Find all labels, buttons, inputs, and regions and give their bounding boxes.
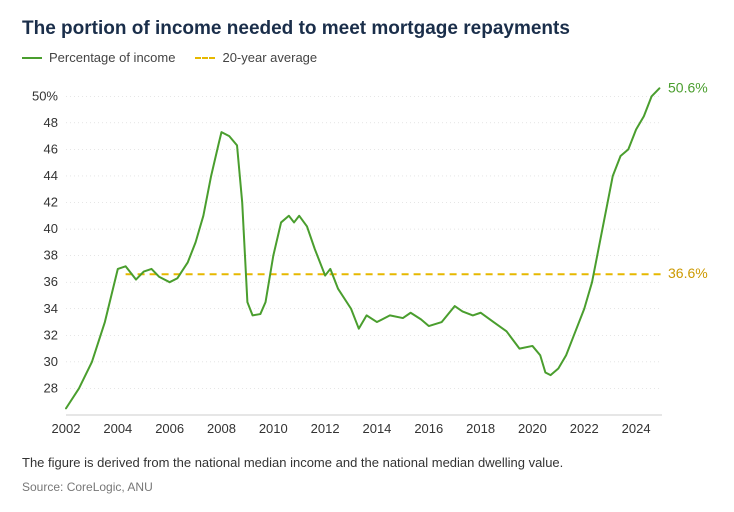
svg-text:2012: 2012: [311, 421, 340, 436]
svg-text:36: 36: [44, 274, 58, 289]
svg-text:50%: 50%: [32, 88, 58, 103]
svg-text:38: 38: [44, 248, 58, 263]
svg-text:2008: 2008: [207, 421, 236, 436]
svg-text:2020: 2020: [518, 421, 547, 436]
legend-item-series: Percentage of income: [22, 50, 175, 65]
svg-text:2002: 2002: [52, 421, 81, 436]
svg-text:48: 48: [44, 115, 58, 130]
legend-swatch-dash: [195, 57, 215, 59]
svg-text:44: 44: [44, 168, 58, 183]
svg-text:42: 42: [44, 195, 58, 210]
svg-text:34: 34: [44, 301, 58, 316]
legend-label-series: Percentage of income: [49, 50, 175, 65]
svg-text:40: 40: [44, 221, 58, 236]
legend-swatch-line: [22, 57, 42, 59]
legend: Percentage of income 20-year average: [22, 50, 712, 65]
chart-source: Source: CoreLogic, ANU: [22, 480, 712, 494]
svg-text:2022: 2022: [570, 421, 599, 436]
svg-text:46: 46: [44, 141, 58, 156]
chart-svg: 28 30 32 34 36 38 40 42 44 46 48 50% 2002 2004 2006 200…: [22, 73, 712, 443]
svg-text:2024: 2024: [622, 421, 651, 436]
svg-text:50.6%: 50.6%: [668, 79, 708, 95]
svg-text:2016: 2016: [414, 421, 443, 436]
svg-text:2014: 2014: [362, 421, 391, 436]
svg-text:2006: 2006: [155, 421, 184, 436]
svg-text:2004: 2004: [103, 421, 132, 436]
chart-area: 28 30 32 34 36 38 40 42 44 46 48 50% 2002 2004 2006 200…: [22, 73, 712, 443]
chart-title: The portion of income needed to meet mor…: [22, 18, 712, 40]
legend-label-average: 20-year average: [222, 50, 317, 65]
svg-text:32: 32: [44, 327, 58, 342]
svg-text:2018: 2018: [466, 421, 495, 436]
chart-caption: The figure is derived from the national …: [22, 455, 712, 470]
svg-text:30: 30: [44, 354, 58, 369]
svg-text:2010: 2010: [259, 421, 288, 436]
legend-item-average: 20-year average: [195, 50, 317, 65]
svg-text:36.6%: 36.6%: [668, 265, 708, 281]
svg-text:28: 28: [44, 380, 58, 395]
